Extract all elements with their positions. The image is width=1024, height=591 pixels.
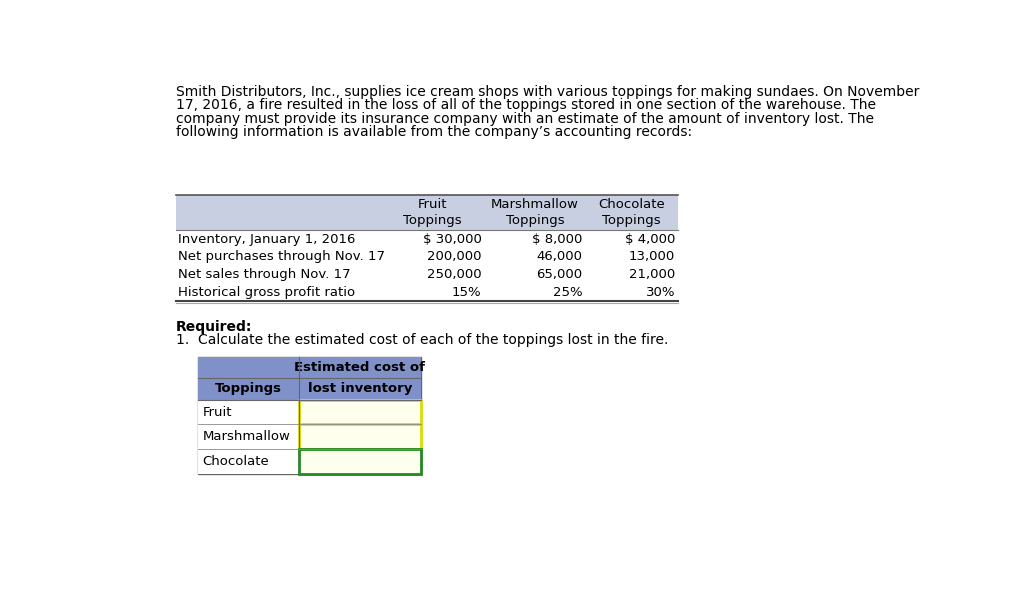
Bar <box>176 195 678 230</box>
Text: $ 8,000: $ 8,000 <box>531 233 583 246</box>
Text: 21,000: 21,000 <box>629 268 675 281</box>
Text: company must provide its insurance company with an estimate of the amount of inv: company must provide its insurance compa… <box>176 112 874 126</box>
Text: 15%: 15% <box>452 286 481 299</box>
Text: Marshmallow
Toppings: Marshmallow Toppings <box>490 198 579 228</box>
Bar <box>198 424 299 449</box>
Text: $ 4,000: $ 4,000 <box>625 233 675 246</box>
Text: $ 30,000: $ 30,000 <box>423 233 481 246</box>
Bar <box>299 449 421 473</box>
Text: Smith Distributors, Inc., supplies ice cream shops with various toppings for mak: Smith Distributors, Inc., supplies ice c… <box>176 85 920 99</box>
Text: 65,000: 65,000 <box>536 268 583 281</box>
Text: 46,000: 46,000 <box>537 251 583 264</box>
Text: 13,000: 13,000 <box>629 251 675 264</box>
Text: Toppings: Toppings <box>215 382 282 395</box>
Text: 30%: 30% <box>646 286 675 299</box>
Text: Fruit: Fruit <box>203 405 231 418</box>
Text: 250,000: 250,000 <box>427 268 481 281</box>
Text: Chocolate: Chocolate <box>203 455 269 468</box>
Bar <box>198 356 421 473</box>
Text: lost inventory: lost inventory <box>307 382 412 395</box>
Text: 200,000: 200,000 <box>427 251 481 264</box>
Text: 17, 2016, a fire resulted in the loss of all of the toppings stored in one secti: 17, 2016, a fire resulted in the loss of… <box>176 98 877 112</box>
Bar <box>299 424 421 449</box>
Text: Estimated cost of: Estimated cost of <box>294 361 425 374</box>
Text: Net sales through Nov. 17: Net sales through Nov. 17 <box>178 268 351 281</box>
Bar <box>198 356 421 378</box>
Text: 1.  Calculate the estimated cost of each of the toppings lost in the fire.: 1. Calculate the estimated cost of each … <box>176 333 669 348</box>
Text: 25%: 25% <box>553 286 583 299</box>
Text: Historical gross profit ratio: Historical gross profit ratio <box>178 286 355 299</box>
Text: Net purchases through Nov. 17: Net purchases through Nov. 17 <box>178 251 385 264</box>
Bar <box>198 400 299 424</box>
Text: following information is available from the company’s accounting records:: following information is available from … <box>176 125 692 139</box>
Text: Required:: Required: <box>176 320 253 334</box>
Text: Inventory, January 1, 2016: Inventory, January 1, 2016 <box>178 233 355 246</box>
Bar <box>198 378 421 400</box>
Bar <box>299 400 421 424</box>
Text: Fruit
Toppings: Fruit Toppings <box>402 198 462 228</box>
Bar <box>198 449 299 473</box>
Text: Marshmallow: Marshmallow <box>203 430 290 443</box>
Text: Chocolate
Toppings: Chocolate Toppings <box>598 198 666 228</box>
